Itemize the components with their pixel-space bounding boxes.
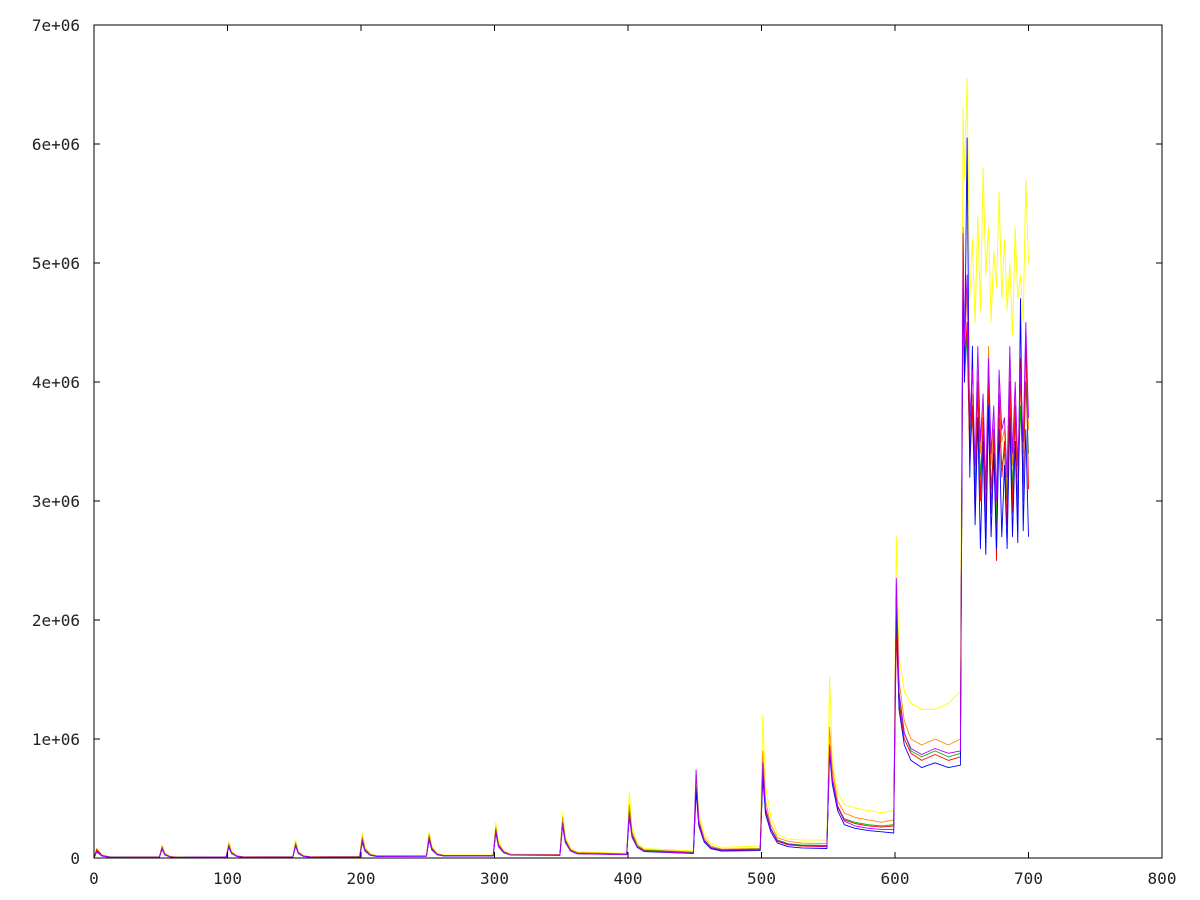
x-tick-label: 100: [213, 869, 242, 888]
y-tick-label: 5e+06: [32, 254, 80, 273]
y-tick-label: 0: [70, 849, 80, 868]
y-tick-label: 4e+06: [32, 373, 80, 392]
y-tick-label: 2e+06: [32, 611, 80, 630]
x-tick-label: 200: [347, 869, 376, 888]
y-tick-label: 7e+06: [32, 16, 80, 35]
series-line-6: [93, 232, 1029, 859]
x-tick-label: 0: [89, 869, 99, 888]
x-tick-label: 300: [480, 869, 509, 888]
y-axis: 0 1e+06 2e+06 3e+06 4e+06 5e+06 6e+06 7e+06: [32, 16, 1162, 868]
x-tick-label: 500: [747, 869, 776, 888]
x-axis: 0 100 200 300 400 500 600 700 800: [89, 25, 1176, 888]
x-tick-label: 600: [881, 869, 910, 888]
x-tick-label: 400: [614, 869, 643, 888]
x-tick-label: 700: [1014, 869, 1043, 888]
x-tick-label: 800: [1148, 869, 1177, 888]
series-layer: [93, 78, 1029, 859]
y-tick-label: 3e+06: [32, 492, 80, 511]
y-tick-label: 1e+06: [32, 730, 80, 749]
y-tick-label: 6e+06: [32, 135, 80, 154]
